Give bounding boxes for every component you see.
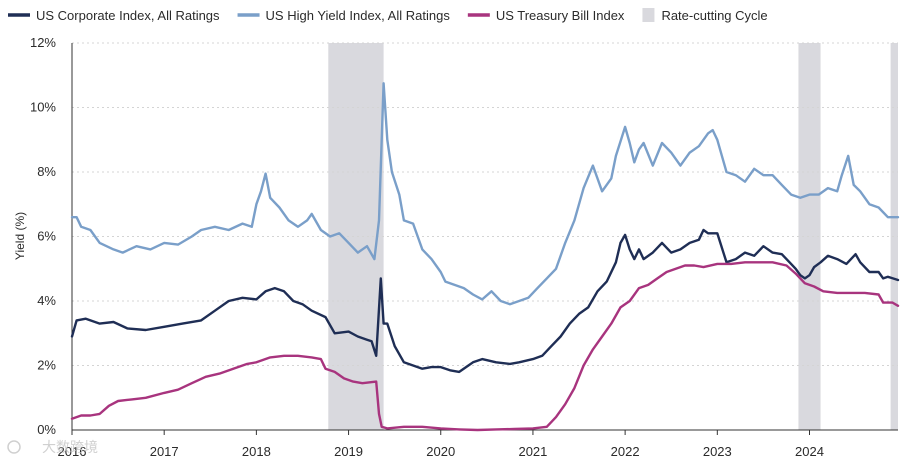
series-line-1 — [70, 82, 900, 306]
x-tick-label-2019: 2019 — [334, 444, 363, 459]
legend-swatch-shaded — [642, 8, 655, 22]
series-lines — [70, 82, 900, 432]
y-tick-label-4: 4% — [37, 293, 56, 308]
rate-cutting-region-2 — [890, 43, 898, 430]
series-line-0 — [70, 228, 900, 374]
axes: 0% 2% 4% 6% 8% 10% 12% 2016 2017 2018 2019 2020 2021… — [30, 35, 898, 459]
x-tick-label-2020: 2020 — [426, 444, 455, 459]
legend-label-0: US Corporate Index, All Ratings — [36, 8, 220, 23]
y-axis-title: Yield (%) — [13, 212, 27, 260]
rate-cutting-region-1 — [798, 43, 821, 430]
x-tick-label-2021: 2021 — [518, 444, 547, 459]
x-tick-label-2022: 2022 — [611, 444, 640, 459]
legend: US Corporate Index, All Ratings US High Y… — [8, 8, 768, 23]
x-tick-label-2023: 2023 — [703, 444, 732, 459]
watermark-text: 大数跨境 — [42, 439, 98, 455]
watermark: 大数跨境 — [7, 439, 98, 455]
series-line-2 — [70, 261, 900, 432]
legend-label-1: US High Yield Index, All Ratings — [266, 8, 451, 23]
watermark-logo-icon — [7, 440, 21, 454]
y-tick-label-8: 8% — [37, 164, 56, 179]
horizontal-gridlines — [72, 42, 898, 366]
y-tick-label-10: 10% — [30, 100, 56, 115]
y-tick-label-12: 12% — [30, 35, 56, 50]
legend-label-shaded: Rate-cutting Cycle — [661, 8, 767, 23]
y-tick-label-2: 2% — [37, 358, 56, 373]
y-tick-label-6: 6% — [37, 229, 56, 244]
y-tick-label-0: 0% — [37, 422, 56, 437]
x-tick-label-2016: 2016 — [58, 444, 87, 459]
x-tick-label-2024: 2024 — [795, 444, 824, 459]
x-tick-label-2017: 2017 — [150, 444, 179, 459]
x-tick-label-2018: 2018 — [242, 444, 271, 459]
legend-label-2: US Treasury Bill Index — [496, 8, 625, 23]
